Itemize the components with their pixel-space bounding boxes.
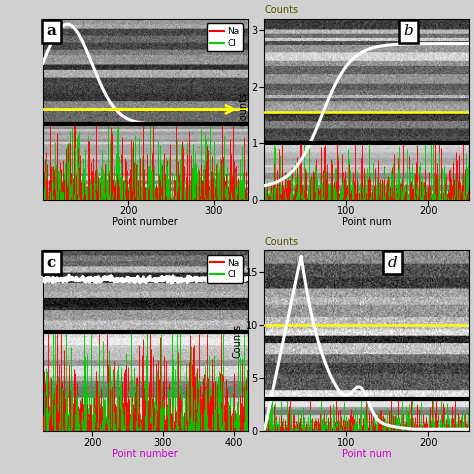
Text: Counts: Counts [264, 5, 298, 15]
Text: Counts: Counts [264, 237, 298, 247]
Text: d: d [387, 256, 397, 270]
X-axis label: Point number: Point number [112, 218, 178, 228]
Y-axis label: Counts: Counts [233, 324, 243, 358]
Legend: Na, Cl: Na, Cl [207, 24, 243, 51]
Y-axis label: Counts: Counts [239, 92, 249, 127]
X-axis label: Point num: Point num [342, 218, 392, 228]
X-axis label: Point number: Point number [112, 449, 178, 459]
Text: b: b [404, 24, 413, 38]
Text: a: a [47, 24, 56, 38]
X-axis label: Point num: Point num [342, 449, 392, 459]
Text: c: c [47, 256, 56, 270]
Legend: Na, Cl: Na, Cl [207, 255, 243, 283]
